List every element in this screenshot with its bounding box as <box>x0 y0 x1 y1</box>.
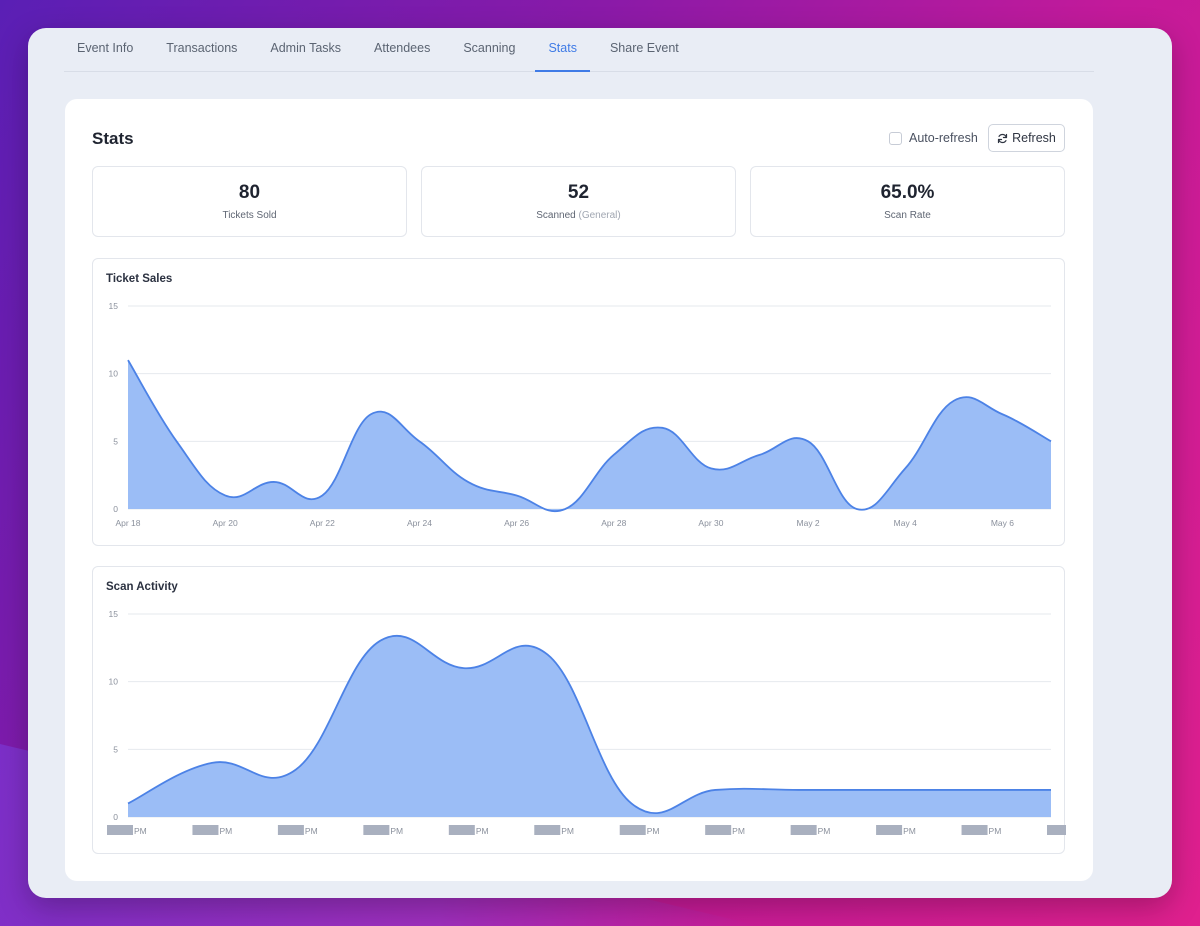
stat-tickets-sold: 80 Tickets Sold <box>92 166 407 237</box>
stat-label-suffix: (General) <box>578 210 621 221</box>
x-tick-label: PM <box>561 826 574 836</box>
x-tick-label: PM <box>305 826 318 836</box>
redacted-tick <box>277 825 304 835</box>
redacted-tick <box>363 825 390 835</box>
x-tick-label: PM <box>647 826 660 836</box>
auto-refresh-label: Auto-refresh <box>909 131 978 145</box>
stat-label: Scan Rate <box>884 210 931 221</box>
x-tick-label: Apr 20 <box>213 518 238 528</box>
x-tick-label: May 2 <box>797 518 820 528</box>
redacted-tick <box>534 825 561 835</box>
x-tick-label: PM <box>134 826 147 836</box>
refresh-icon <box>998 133 1008 143</box>
tab-attendees[interactable]: Attendees <box>374 41 431 55</box>
y-tick-label: 5 <box>113 436 118 446</box>
stat-scanned: 52 Scanned (General) <box>421 166 736 237</box>
tab-transactions[interactable]: Transactions <box>166 41 238 55</box>
series-line <box>127 359 1052 512</box>
stat-label: Tickets Sold <box>222 210 277 221</box>
y-tick-label: 10 <box>109 369 119 379</box>
x-tick-label: PM <box>390 826 403 836</box>
x-tick-label: PM <box>989 826 1002 836</box>
x-tick-label: PM <box>476 826 489 836</box>
stat-value: 52 <box>567 182 590 203</box>
ticket-sales-chart: Ticket Sales 0 5 10 15 Apr 18 Apr 20 Apr 22 Apr… <box>92 258 1065 546</box>
x-tick-label: May 4 <box>894 518 917 528</box>
area-fill <box>128 635 1051 817</box>
redacted-tick <box>192 825 219 835</box>
x-tick-label: PM <box>732 826 745 836</box>
scan-activity-plot: 051015PMPMPMPMPMPMPMPMPMPMPMPM <box>107 609 1066 836</box>
x-tick-label: PM <box>903 826 916 836</box>
series-line <box>127 634 1051 815</box>
x-tick-label: Apr 24 <box>407 518 432 528</box>
redacted-tick <box>790 825 817 835</box>
x-tick-label: PM <box>219 826 232 836</box>
redacted-tick <box>705 825 732 835</box>
redacted-tick <box>1047 825 1066 835</box>
auto-refresh-toggle[interactable]: Auto-refresh <box>889 131 978 145</box>
refresh-button[interactable]: Refresh <box>988 124 1065 152</box>
stats-title: Stats <box>92 129 134 148</box>
y-tick-label: 15 <box>109 301 119 311</box>
tab-scanning[interactable]: Scanning <box>463 41 516 55</box>
y-tick-label: 15 <box>109 609 119 619</box>
auto-refresh-checkbox[interactable] <box>889 131 902 145</box>
stat-label: Scanned (General) <box>422 210 735 221</box>
chart-title: Ticket Sales <box>106 273 173 285</box>
x-tick-label: Apr 28 <box>601 518 626 528</box>
area-fill <box>128 360 1051 512</box>
stat-value: 65.0% <box>880 182 935 203</box>
x-tick-label: Apr 18 <box>115 518 140 528</box>
stat-scan-rate: 65.0% Scan Rate <box>750 166 1065 237</box>
y-tick-label: 0 <box>113 504 118 514</box>
stat-label-text: Scanned <box>536 210 576 221</box>
x-tick-label: May 6 <box>991 518 1014 528</box>
scan-activity-chart: Scan Activity 0 5 10 15 PM PM PM PM PM PM PM PM PM PM… <box>92 566 1066 854</box>
x-tick-label: PM <box>818 826 831 836</box>
redacted-tick <box>876 825 903 835</box>
redacted-tick <box>107 825 133 835</box>
redacted-tick <box>961 825 988 835</box>
tab-bar: Event Info Transactions Admin Tasks Atte… <box>64 28 1094 72</box>
x-tick-label: Apr 30 <box>698 518 723 528</box>
refresh-label: Refresh <box>1012 131 1056 145</box>
y-tick-label: 10 <box>109 677 119 687</box>
x-tick-label: Apr 26 <box>504 518 529 528</box>
x-tick-label: Apr 22 <box>310 518 335 528</box>
tab-admin-tasks[interactable]: Admin Tasks <box>270 41 342 55</box>
chart-title: Scan Activity <box>106 581 178 593</box>
redacted-tick <box>448 825 475 835</box>
y-tick-label: 5 <box>113 744 118 754</box>
app-window: Event Info Transactions Admin Tasks Atte… <box>28 28 1172 898</box>
y-tick-label: 0 <box>113 812 118 822</box>
tab-stats[interactable]: Stats <box>535 41 590 72</box>
ticket-sales-plot: 0 5 10 15 Apr 18 Apr 20 Apr 22 Apr 24 Apr 26 Apr … <box>109 301 1052 528</box>
redacted-tick <box>619 825 646 835</box>
stats-card: Stats Auto-refresh Refresh 80 Tickets So… <box>65 99 1093 881</box>
stat-value: 80 <box>238 182 261 203</box>
tab-share-event[interactable]: Share Event <box>609 41 679 55</box>
tab-event-info[interactable]: Event Info <box>77 41 134 55</box>
